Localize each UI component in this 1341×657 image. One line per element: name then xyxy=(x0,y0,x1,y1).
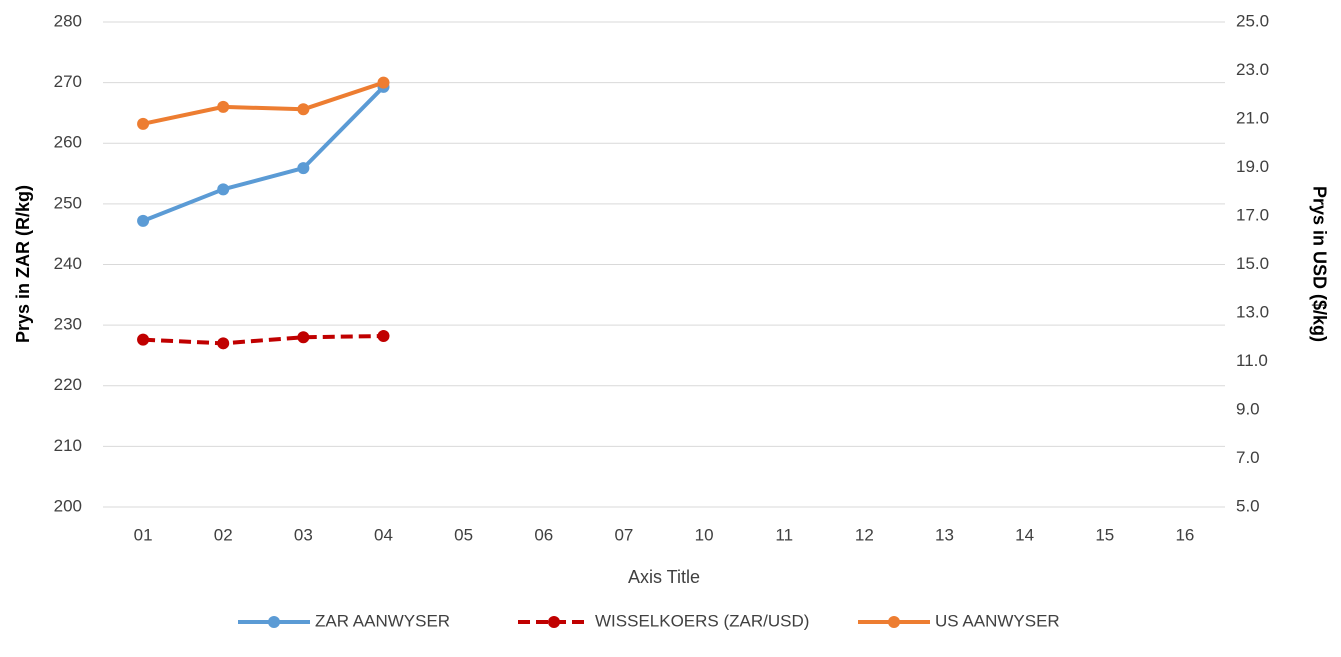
x-tick-label: 04 xyxy=(374,525,393,544)
y2-tick-label: 21.0 xyxy=(1236,108,1269,127)
x-axis-title: Axis Title xyxy=(628,567,700,587)
y2-tick-label: 15.0 xyxy=(1236,254,1269,273)
y-tick-label: 260 xyxy=(54,133,82,152)
x-tick-label: 05 xyxy=(454,525,473,544)
data-point xyxy=(137,214,150,227)
y2-tick-label: 11.0 xyxy=(1236,351,1268,370)
legend-marker xyxy=(268,616,280,628)
x-tick-label: 15 xyxy=(1095,525,1114,544)
x-tick-label: 16 xyxy=(1175,525,1194,544)
x-tick-label: 07 xyxy=(614,525,633,544)
x-tick-label: 01 xyxy=(134,525,153,544)
legend-label: US AANWYSER xyxy=(935,611,1060,630)
y2-axis-title: Prys in USD ($/kg) xyxy=(1309,186,1329,342)
y2-tick-label: 7.0 xyxy=(1236,448,1260,467)
series-line xyxy=(142,85,385,223)
y2-tick-label: 25.0 xyxy=(1236,11,1269,30)
y2-tick-label: 13.0 xyxy=(1236,302,1269,321)
data-point xyxy=(297,162,310,175)
x-tick-label: 02 xyxy=(214,525,233,544)
data-point xyxy=(377,330,390,343)
data-point xyxy=(297,103,310,116)
legend-marker xyxy=(888,616,900,628)
y-axis-title: Prys in ZAR (R/kg) xyxy=(13,185,33,343)
y2-tick-label: 5.0 xyxy=(1236,496,1260,515)
data-point xyxy=(217,183,230,196)
series-line xyxy=(142,80,385,126)
y-tick-label: 220 xyxy=(54,375,82,394)
legend-label: ZAR AANWYSER xyxy=(315,611,450,630)
data-point xyxy=(217,100,230,113)
data-point xyxy=(217,337,230,350)
y2-tick-label: 19.0 xyxy=(1236,157,1269,176)
series-line xyxy=(142,334,384,346)
y-tick-label: 230 xyxy=(54,315,82,334)
data-point xyxy=(297,331,310,344)
x-tick-label: 06 xyxy=(534,525,553,544)
legend-label: WISSELKOERS (ZAR/USD) xyxy=(595,611,809,630)
y-tick-label: 270 xyxy=(54,72,82,91)
x-tick-label: 13 xyxy=(935,525,954,544)
data-point xyxy=(137,333,150,346)
y-tick-label: 240 xyxy=(54,254,82,273)
x-tick-label: 10 xyxy=(695,525,714,544)
y2-tick-label: 23.0 xyxy=(1236,60,1269,79)
y-tick-label: 210 xyxy=(54,436,82,455)
x-tick-label: 14 xyxy=(1015,525,1034,544)
y2-tick-label: 17.0 xyxy=(1236,205,1269,224)
x-tick-label: 11 xyxy=(775,525,793,544)
data-point xyxy=(377,76,390,89)
y-tick-label: 250 xyxy=(54,193,82,212)
data-point xyxy=(137,117,150,130)
y2-tick-label: 9.0 xyxy=(1236,399,1260,418)
legend-marker xyxy=(548,616,560,628)
x-tick-label: 03 xyxy=(294,525,313,544)
y-tick-label: 280 xyxy=(54,11,82,30)
x-tick-label: 12 xyxy=(855,525,874,544)
y-tick-label: 200 xyxy=(54,496,82,515)
